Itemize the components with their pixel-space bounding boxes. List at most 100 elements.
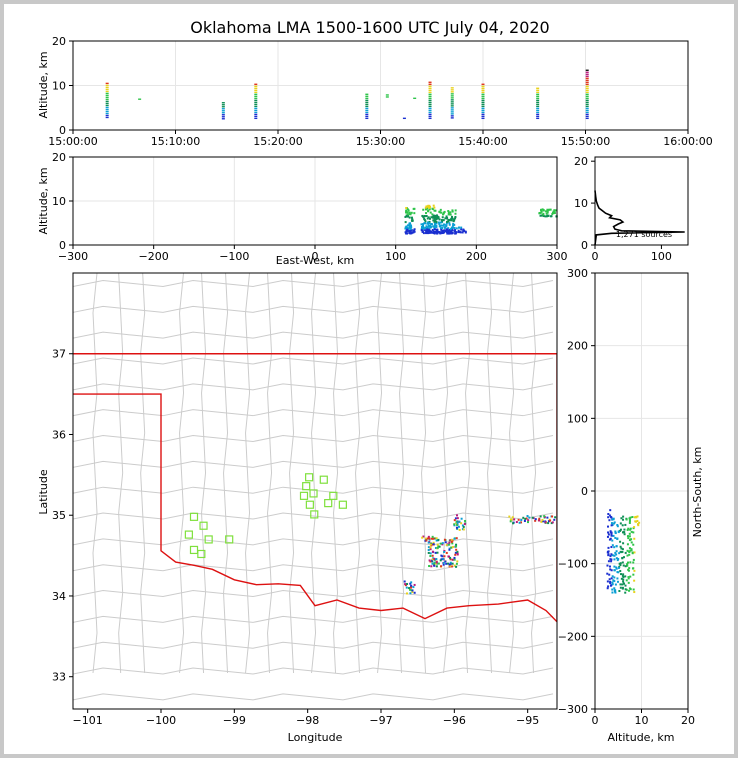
- ns-source: [607, 585, 610, 588]
- ns-source: [612, 534, 615, 537]
- ns-source: [613, 554, 616, 557]
- vhf-source-burst: [428, 93, 432, 95]
- ns-source: [615, 566, 618, 569]
- ns-source: [618, 552, 621, 555]
- county-boundary: [267, 273, 273, 674]
- ew-source: [538, 212, 541, 215]
- ns-source: [610, 522, 613, 525]
- ew-source: [464, 230, 467, 233]
- ew-source: [458, 226, 461, 229]
- vhf-source-burst: [428, 91, 432, 93]
- ns-source: [626, 554, 629, 557]
- altitude-tick-label: 0: [59, 124, 66, 137]
- ew-source: [428, 229, 431, 232]
- ew-source: [441, 216, 444, 219]
- ns-source: [614, 551, 617, 554]
- ns-source: [621, 524, 624, 527]
- ew-source: [434, 219, 437, 222]
- vhf-source-burst: [428, 113, 432, 116]
- county-boundary: [487, 273, 493, 674]
- ns-source: [619, 522, 622, 525]
- map-source: [451, 542, 454, 545]
- ns-source: [614, 530, 617, 533]
- map-source: [437, 538, 440, 541]
- county-boundary: [73, 564, 554, 572]
- ns-source: [611, 518, 614, 521]
- map-source: [428, 559, 431, 562]
- ew-source: [450, 229, 453, 232]
- ns-source: [608, 565, 611, 568]
- ns-source: [629, 549, 632, 552]
- map-source: [546, 516, 549, 519]
- latitude-label: Latitude: [37, 469, 50, 515]
- ew-source: [459, 231, 462, 234]
- map-source: [448, 563, 451, 566]
- ew-source: [440, 224, 443, 227]
- ew-source: [420, 223, 423, 226]
- ns-source: [609, 580, 612, 583]
- vhf-source-burst: [450, 101, 454, 103]
- ew-source: [434, 216, 437, 219]
- county-boundary: [73, 486, 554, 494]
- map-source: [527, 519, 530, 522]
- ns-source: [626, 549, 629, 552]
- ns-source: [611, 554, 614, 557]
- vhf-source-burst: [585, 75, 589, 77]
- ns-source: [628, 589, 631, 592]
- latitude-tick-label: 34: [52, 590, 66, 603]
- map-source: [453, 558, 456, 561]
- ew-source: [441, 220, 444, 223]
- ew-source: [431, 223, 434, 226]
- ew-source: [424, 229, 427, 232]
- vhf-source-burst: [536, 97, 540, 100]
- map-source: [433, 557, 436, 560]
- vhf-source-burst: [450, 117, 454, 119]
- ew-source: [413, 212, 416, 215]
- ew-source: [433, 220, 436, 223]
- ew-source: [437, 216, 440, 219]
- ns-source: [613, 569, 616, 572]
- ew-source: [548, 208, 551, 211]
- ew-source: [549, 208, 552, 211]
- map-source: [431, 550, 434, 553]
- map-source: [464, 519, 467, 522]
- lma-station: [324, 499, 333, 508]
- map-source: [451, 562, 454, 565]
- ew-source: [542, 215, 545, 218]
- ew-source: [448, 213, 451, 216]
- vhf-source-burst: [428, 99, 432, 102]
- lma-station: [329, 491, 338, 500]
- ew-source: [446, 228, 449, 231]
- vhf-source-burst: [254, 85, 258, 87]
- vhf-source-burst: [365, 117, 369, 120]
- ns-source: [627, 568, 630, 571]
- map-source: [510, 518, 513, 521]
- vhf-source-burst: [221, 108, 225, 110]
- ns-source: [619, 563, 622, 566]
- lma-station: [319, 475, 328, 484]
- map-source: [513, 518, 516, 521]
- lma-station: [309, 489, 318, 498]
- time-tick-label: 15:50:00: [561, 135, 610, 148]
- ns-altitude-tick-label: 0: [592, 714, 599, 727]
- ns-source: [638, 521, 641, 524]
- map-source: [430, 537, 433, 540]
- ew-source: [435, 218, 438, 221]
- map-source: [456, 521, 459, 524]
- county-boundary: [333, 273, 339, 674]
- vhf-source-burst: [365, 95, 369, 98]
- eastwest-tick-label: 100: [385, 250, 406, 263]
- ew-source: [429, 226, 432, 229]
- ew-source: [426, 217, 429, 220]
- ew-source: [438, 223, 441, 226]
- map-source: [427, 551, 430, 554]
- ns-source: [617, 557, 620, 560]
- map-source: [440, 565, 443, 568]
- ns-source: [623, 528, 626, 531]
- ew-source: [551, 212, 554, 215]
- ns-source: [630, 549, 633, 552]
- map-source: [460, 517, 463, 520]
- county-boundary: [73, 279, 554, 288]
- vhf-source-burst: [105, 100, 109, 103]
- latitude-tick-label: 33: [52, 671, 66, 684]
